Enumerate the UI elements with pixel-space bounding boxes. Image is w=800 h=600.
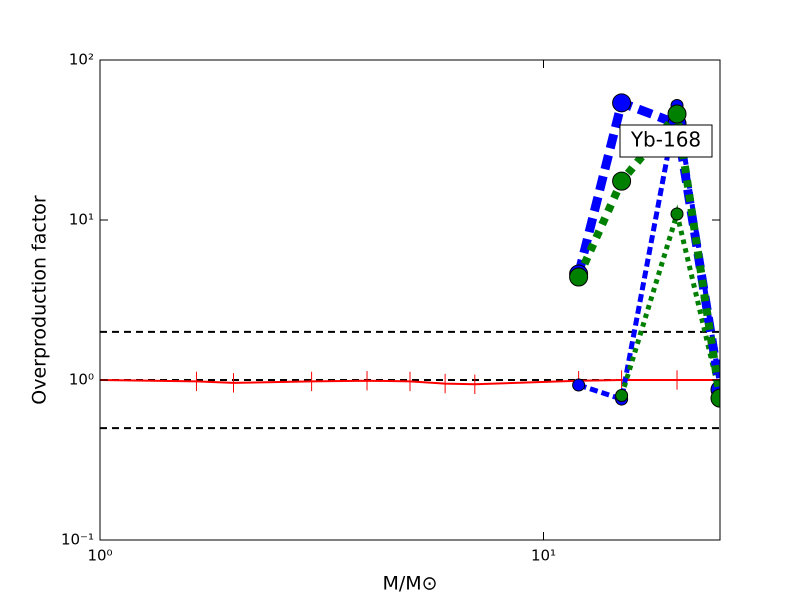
y-axis-label: Overproduction factor: [29, 195, 51, 405]
series-line: [577, 104, 720, 403]
data-point: [612, 171, 632, 191]
series-line: [100, 379, 720, 386]
annotation-box: [619, 124, 713, 158]
x-axis-label: M/M⊙: [382, 573, 437, 595]
x-tick-label: 10⁰: [87, 547, 112, 565]
data-point: [667, 104, 687, 124]
annotation: Yb-168: [630, 128, 701, 152]
data-point: [670, 207, 684, 221]
data-point: [615, 389, 629, 403]
y-tick-label: 10⁻¹: [61, 531, 94, 549]
data-point: [612, 93, 632, 113]
y-tick-label: 10⁰: [69, 371, 94, 389]
x-tick-label: 10¹: [531, 547, 556, 565]
data-point: [572, 378, 586, 392]
data-point: [569, 267, 589, 287]
axes-frame: [99, 59, 721, 541]
data-point: [710, 388, 720, 408]
y-tick-label: 10²: [69, 51, 94, 69]
y-tick-label: 10¹: [69, 211, 94, 229]
